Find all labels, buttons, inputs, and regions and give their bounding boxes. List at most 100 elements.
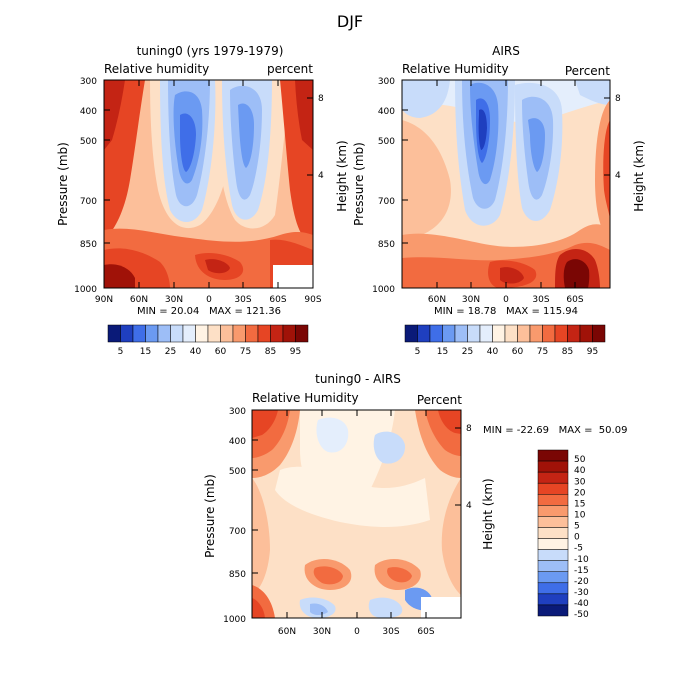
colorbar-label: 20 xyxy=(574,488,586,498)
panel-model-y-tick: 1000 xyxy=(74,285,97,295)
panel-model-y-ticks: 300 400 500 700 850 1000 xyxy=(74,77,97,295)
colorbar-swatch xyxy=(537,460,569,473)
panel-diff-mask xyxy=(421,597,461,618)
colorbar-swatch xyxy=(537,482,569,495)
colorbar-swatch xyxy=(454,324,468,343)
panel-model-right-label: percent xyxy=(267,62,313,76)
panel-model-x-tick: 0 xyxy=(206,295,212,305)
panel-diff-contour-north-mid xyxy=(252,478,270,595)
colorbar-label: 15 xyxy=(140,347,151,357)
panel-diff-x-tick: 0 xyxy=(354,627,360,637)
panel-diff-height-ticks: 8 4 xyxy=(466,424,472,511)
panel-obs-ylabel: Pressure (mb) xyxy=(352,142,366,226)
colorbar-swatch xyxy=(537,538,569,550)
panel-obs-contour-upper-left xyxy=(402,80,450,118)
panel-diff-contour-zero-band xyxy=(275,466,430,527)
colorbar-label: -20 xyxy=(574,577,589,587)
colorbar-swatch xyxy=(404,324,418,343)
colorbar-label: 50 xyxy=(574,455,586,465)
colorbar-swatch xyxy=(120,324,134,343)
colorbar-label: -15 xyxy=(574,566,589,576)
panel-obs-ticks xyxy=(402,79,610,289)
panel-obs-y-tick: 500 xyxy=(378,137,395,147)
panel-model-x-tick: 90S xyxy=(304,295,321,305)
panel-model-x-tick: 60N xyxy=(130,295,148,305)
colorbar-swatch xyxy=(537,582,569,595)
colorbar-swatch xyxy=(257,324,271,343)
figure-title: DJF xyxy=(337,12,363,31)
panel-obs-height-label: Height (km) xyxy=(632,140,646,211)
colorbar-swatch xyxy=(232,324,246,343)
colorbar-label: 75 xyxy=(240,347,251,357)
panel-obs-x-tick: 60S xyxy=(566,295,583,305)
panel-diff-ticks xyxy=(252,409,461,619)
colorbar-label: -40 xyxy=(574,599,589,609)
colorbar-swatch xyxy=(282,324,296,343)
panel-model-y-tick: 400 xyxy=(80,107,97,117)
panel-model-colorbar: 5 15 25 40 60 75 85 95 xyxy=(107,324,309,357)
colorbar-swatch xyxy=(417,324,431,343)
colorbar-swatch xyxy=(504,324,518,343)
colorbar-label: 40 xyxy=(487,347,499,357)
panel-obs-x-ticks: 60N 30N 0 30S 60S xyxy=(428,295,584,305)
panel-diff-y-tick: 700 xyxy=(229,527,246,537)
colorbar-swatch xyxy=(245,324,259,343)
panel-obs-colorbar: 5 15 25 40 60 75 85 95 xyxy=(404,324,606,357)
panel-obs-title: AIRS xyxy=(492,44,520,58)
colorbar-swatch xyxy=(537,516,569,528)
colorbar-swatch xyxy=(467,324,481,343)
colorbar-swatch xyxy=(157,324,171,343)
panel-model-x-tick: 60S xyxy=(269,295,286,305)
panel-diff-y-tick: 500 xyxy=(229,467,246,477)
colorbar-swatch xyxy=(442,324,456,343)
panel-model-x-tick: 30S xyxy=(234,295,251,305)
panel-obs-height-tick: 4 xyxy=(615,171,621,181)
colorbar-swatch xyxy=(537,560,569,572)
panel-model-contour-north-core xyxy=(104,80,125,150)
colorbar-label: 85 xyxy=(562,347,573,357)
panel-model-contour-low-tropics-core xyxy=(205,259,230,274)
panel-diff-contour-north-pos-core xyxy=(252,410,278,438)
panel-diff-stats: MIN = -22.69 MAX = 50.09 xyxy=(483,425,627,436)
panel-diff-height-tick: 4 xyxy=(466,501,472,511)
panel-model-title: tuning0 (yrs 1979-1979) xyxy=(137,44,284,58)
colorbar-swatch xyxy=(295,324,309,343)
colorbar-label: 25 xyxy=(165,347,176,357)
panel-obs-y-tick: 700 xyxy=(378,197,395,207)
panel-obs-contour-dry-south-core xyxy=(528,118,545,172)
colorbar-swatch xyxy=(529,324,543,343)
colorbar-swatch xyxy=(107,324,121,343)
panel-diff-contour-surface-neg1-core xyxy=(310,603,328,615)
colorbar-swatch xyxy=(537,527,569,539)
panel-diff-x-tick: 30N xyxy=(313,627,331,637)
colorbar-swatch xyxy=(479,324,493,343)
panel-obs-contour-upper-right xyxy=(575,80,610,105)
panel-obs-contour-low-south-core xyxy=(563,259,590,288)
panel-obs-contour-south-pole-core xyxy=(603,120,610,220)
panel-obs-y-tick: 400 xyxy=(378,107,395,117)
panel-model-stats: MIN = 20.04 MAX = 121.36 xyxy=(137,306,281,317)
colorbar-label: 0 xyxy=(574,533,580,543)
panel-diff-y-tick: 850 xyxy=(229,570,246,580)
colorbar-swatch xyxy=(145,324,159,343)
panel-diff-y-ticks: 300 400 500 700 850 1000 xyxy=(223,407,246,625)
panel-diff-y-tick: 400 xyxy=(229,437,246,447)
panel-model-x-ticks: 90N 60N 30N 0 30S 60S 90S xyxy=(95,295,322,305)
colorbar-label: 30 xyxy=(574,477,586,487)
panel-model: tuning0 (yrs 1979-1979) Relative humidit… xyxy=(56,44,349,357)
colorbar-swatch xyxy=(554,324,568,343)
panel-diff: tuning0 - AIRS Relative Humidity Percent xyxy=(203,372,627,637)
panel-obs-contour-north-mid xyxy=(402,120,451,240)
panel-obs-x-tick: 30S xyxy=(532,295,549,305)
panel-diff-field xyxy=(252,410,461,618)
colorbar-label: -5 xyxy=(574,544,583,554)
colorbar-swatch xyxy=(537,549,569,561)
panel-obs-field xyxy=(402,80,610,288)
colorbar-label: 5 xyxy=(118,347,124,357)
colorbar-label: 40 xyxy=(190,347,202,357)
colorbar-swatch xyxy=(182,324,196,343)
colorbar-label: 40 xyxy=(574,466,586,476)
panel-obs-y-ticks: 300 400 500 700 850 1000 xyxy=(372,77,395,295)
colorbar-swatch xyxy=(537,494,569,506)
